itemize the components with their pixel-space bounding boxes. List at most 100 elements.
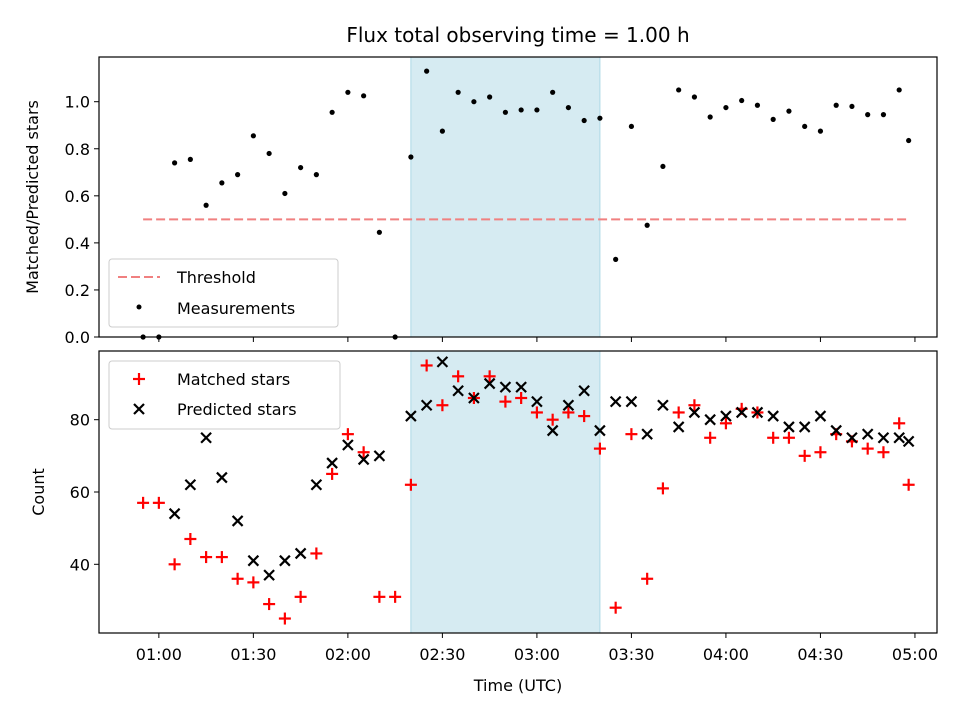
measurement-point [203,202,209,208]
matched-star-point [294,590,307,603]
matched-star-point [609,601,622,614]
measurement-point [298,164,304,171]
measurement-point [313,172,319,178]
matched-star-point [357,446,370,459]
ratio-y-ticks: 0.0 0.2 0.4 0.6 0.8 1.0 [65,93,99,347]
matched-star-point [326,467,339,480]
measurement-point [424,68,430,74]
threshold-legend-label: Threshold [176,268,256,287]
y-tick-label: 80 [70,411,90,430]
matched-star-point [310,547,323,560]
measurement-point [691,94,698,100]
predicted-star-point [263,569,275,581]
matched-star-point [247,576,260,589]
count-legend: Matched stars Predicted stars [108,360,341,430]
predicted-star-point [357,453,370,466]
measurement-point [471,99,477,105]
predicted-legend-swatch [133,403,145,415]
highlight-span-top [410,56,601,338]
y-tick-label: 1.0 [65,93,90,112]
predicted-star-point [468,392,480,404]
predicted-star-point [720,410,732,422]
measurement-point [906,137,912,144]
x-tick-label: 02:00 [325,645,371,664]
predicted-star-point [846,431,858,444]
measurement-point [597,115,603,121]
measurement-point [565,104,572,111]
x-axis-label: Time (UTC) [473,676,562,695]
matched-star-point [515,392,528,404]
measurement-point [723,104,729,111]
predicted-star-point [405,410,417,422]
matched-star-point [704,431,717,444]
matched-star-point [373,590,386,603]
measurement-point [250,133,256,139]
x-tick-label: 04:00 [703,645,749,664]
predicted-star-point [877,431,890,444]
measurement-point [408,154,414,160]
matched-star-point [672,406,685,419]
matched-star-point [420,359,433,372]
matched-star-point [341,428,354,441]
measurement-point [345,89,351,95]
predicted-star-point [861,428,874,440]
x-tick-label: 03:30 [608,645,654,664]
matched-star-points [137,359,915,625]
measurement-point [707,114,713,120]
x-tick-label: 03:00 [514,645,560,664]
measurement-point [786,108,792,114]
predicted-star-point [672,421,685,433]
measurement-point [880,112,887,118]
matched-star-point [902,478,915,491]
matched-star-point [215,551,228,564]
predicted-star-points [168,356,915,581]
ratio-panel: 0.0 0.2 0.4 0.6 0.8 1.0 Matched/Predicted sta… [23,56,938,347]
count-legend-box [108,360,341,430]
measurement-point [770,116,776,122]
measurement-point [282,190,288,197]
predicted-star-point [657,399,669,412]
matched-star-point [152,496,165,509]
measurement-point [329,109,335,115]
measurement-point [660,163,666,170]
measurement-point [376,229,382,235]
measurement-point [266,150,272,157]
measurement-point [865,112,871,118]
measurement-point [613,256,619,262]
y-tick-label: 0.4 [65,234,90,253]
highlight-span-rect [410,56,601,338]
x-tick-label: 01:00 [136,645,182,664]
predicted-star-point [184,478,197,491]
matched-star-point [452,370,465,383]
ratio-panel-frame [98,56,938,338]
ratio-x-ticks [158,337,916,342]
predicted-star-point [798,421,811,433]
measurement-point [361,93,367,99]
predicted-star-point [767,410,779,422]
y-tick-label: 60 [70,483,90,502]
predicted-star-point [609,395,622,408]
matched-star-point [530,406,543,419]
matched-star-point [578,410,591,423]
predicted-star-point [499,381,512,393]
highlight-span-bottom [410,350,601,634]
count-x-ticks: 01:00 01:30 02:00 02:30 03:00 03:30 04:00 04:30… [136,633,938,664]
matched-star-point [893,417,906,430]
matched-star-point [719,417,732,430]
x-tick-label: 05:00 [892,645,938,664]
measurements-legend-swatch [136,304,142,310]
matched-star-point [231,572,244,585]
predicted-star-point [594,424,606,437]
matched-star-point [656,482,669,495]
predicted-star-point [168,507,181,520]
predicted-star-point [342,439,354,451]
ratio-y-axis-label: Matched/Predicted stars [23,100,42,294]
measurement-point [534,107,540,113]
measurement-points [140,68,912,340]
matched-star-point [641,572,654,585]
predicted-star-point [247,554,260,567]
matched-star-point [782,431,795,444]
predicted-star-point [231,515,244,527]
predicted-star-point [641,428,653,440]
predicted-star-point [452,384,464,397]
